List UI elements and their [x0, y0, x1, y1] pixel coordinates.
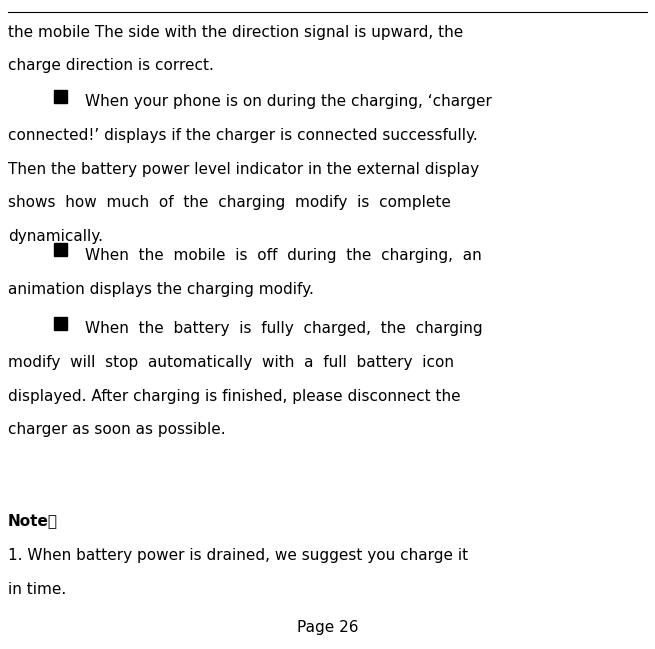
Text: dynamically.: dynamically.: [8, 229, 103, 244]
Text: animation displays the charging modify.: animation displays the charging modify.: [8, 282, 314, 297]
Text: Then the battery power level indicator in the external display: Then the battery power level indicator i…: [8, 162, 479, 177]
Text: When  the  battery  is  fully  charged,  the  charging: When the battery is fully charged, the c…: [85, 321, 483, 336]
Text: Note：: Note：: [8, 513, 58, 528]
FancyBboxPatch shape: [54, 90, 67, 103]
Text: charger as soon as possible.: charger as soon as possible.: [8, 422, 225, 437]
Text: Page 26: Page 26: [297, 620, 358, 635]
FancyBboxPatch shape: [54, 243, 67, 256]
Text: connected!’ displays if the charger is connected successfully.: connected!’ displays if the charger is c…: [8, 128, 477, 143]
Text: in time.: in time.: [8, 582, 66, 597]
Text: displayed. After charging is finished, please disconnect the: displayed. After charging is finished, p…: [8, 389, 460, 404]
Text: When your phone is on during the charging, ‘charger: When your phone is on during the chargin…: [85, 94, 492, 109]
Text: charge direction is correct.: charge direction is correct.: [8, 58, 214, 73]
Text: modify  will  stop  automatically  with  a  full  battery  icon: modify will stop automatically with a fu…: [8, 355, 454, 370]
Text: 1. When battery power is drained, we suggest you charge it: 1. When battery power is drained, we sug…: [8, 548, 468, 563]
FancyBboxPatch shape: [54, 317, 67, 330]
Text: the mobile The side with the direction signal is upward, the: the mobile The side with the direction s…: [8, 25, 463, 40]
Text: When  the  mobile  is  off  during  the  charging,  an: When the mobile is off during the chargi…: [85, 248, 482, 263]
Text: shows  how  much  of  the  charging  modify  is  complete: shows how much of the charging modify is…: [8, 195, 451, 210]
